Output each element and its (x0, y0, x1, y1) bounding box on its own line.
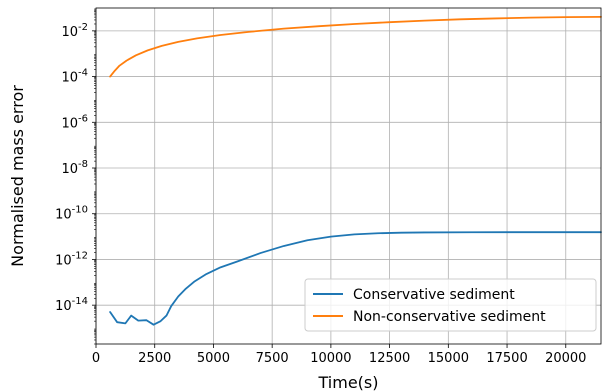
plot-frame (95, 7, 602, 345)
y-tick-label: 10-12 (55, 250, 88, 268)
legend-box (304, 278, 597, 332)
x-tick-label: 2500 (138, 351, 171, 366)
x-tick-label: 20000 (545, 351, 586, 366)
y-tick-label: 10-8 (61, 159, 88, 177)
legend: Conservative sediment Non-conservative s… (304, 278, 597, 332)
y-tick-label: 10-4 (61, 68, 88, 86)
y-axis-label: Normalised mass error (8, 85, 27, 267)
x-tick-label: 15000 (428, 351, 469, 366)
legend-label-conservative: Conservative sediment (353, 287, 515, 303)
y-tick-label: 10-6 (61, 113, 88, 131)
grid-lines (95, 8, 601, 344)
x-tick-label: 10000 (310, 351, 351, 366)
x-tick-label: 0 (92, 351, 100, 366)
series-lines (109, 15, 602, 326)
legend-label-non-conservative: Non-conservative sediment (353, 309, 546, 325)
x-tick-label: 5000 (197, 351, 230, 366)
series-line-non-conservative (109, 15, 602, 78)
y-tick-label: 10-10 (55, 205, 88, 223)
x-tick-label: 12500 (369, 351, 410, 366)
y-tick-label: 10-14 (55, 296, 88, 314)
series-line-conservative (109, 231, 602, 326)
x-tick-label: 7500 (256, 351, 289, 366)
x-axis-label: Time(s) (318, 373, 379, 391)
x-tick-label: 17500 (486, 351, 527, 366)
axis-ticks: 0 2500 5000 7500 10000 12500 15000 17500 20000 10… (55, 8, 586, 366)
y-tick-label: 10-2 (61, 22, 88, 40)
